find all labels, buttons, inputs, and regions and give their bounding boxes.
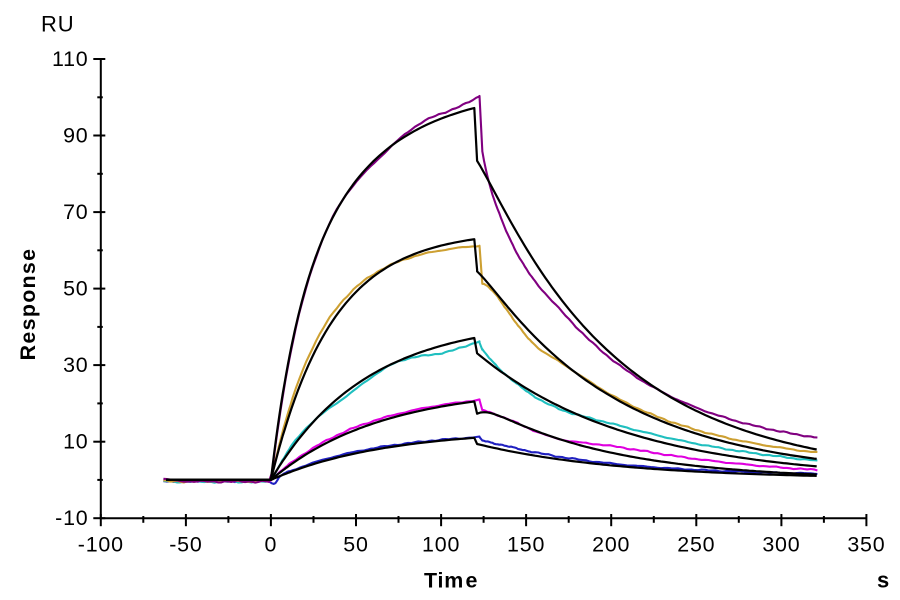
svg-text:50: 50: [343, 533, 368, 557]
svg-text:100: 100: [422, 533, 460, 557]
svg-text:Response: Response: [16, 248, 40, 361]
svg-text:350: 350: [847, 533, 885, 557]
svg-text:30: 30: [63, 353, 88, 377]
svg-text:RU: RU: [41, 12, 74, 37]
svg-text:e: e: [466, 569, 479, 593]
svg-text:300: 300: [762, 533, 800, 557]
svg-text:50: 50: [63, 277, 88, 301]
svg-text:70: 70: [63, 200, 88, 224]
svg-text:Tim: Tim: [424, 569, 464, 593]
svg-text:s: s: [877, 568, 890, 593]
svg-text:0: 0: [265, 533, 278, 557]
svg-text:90: 90: [63, 124, 88, 148]
svg-text:-10: -10: [55, 506, 88, 530]
svg-text:-100: -100: [78, 533, 124, 557]
svg-text:-50: -50: [169, 533, 202, 557]
svg-text:110: 110: [52, 47, 89, 71]
svg-text:200: 200: [592, 533, 630, 557]
svg-text:250: 250: [677, 533, 715, 557]
svg-text:10: 10: [63, 430, 88, 454]
svg-text:150: 150: [507, 533, 545, 557]
